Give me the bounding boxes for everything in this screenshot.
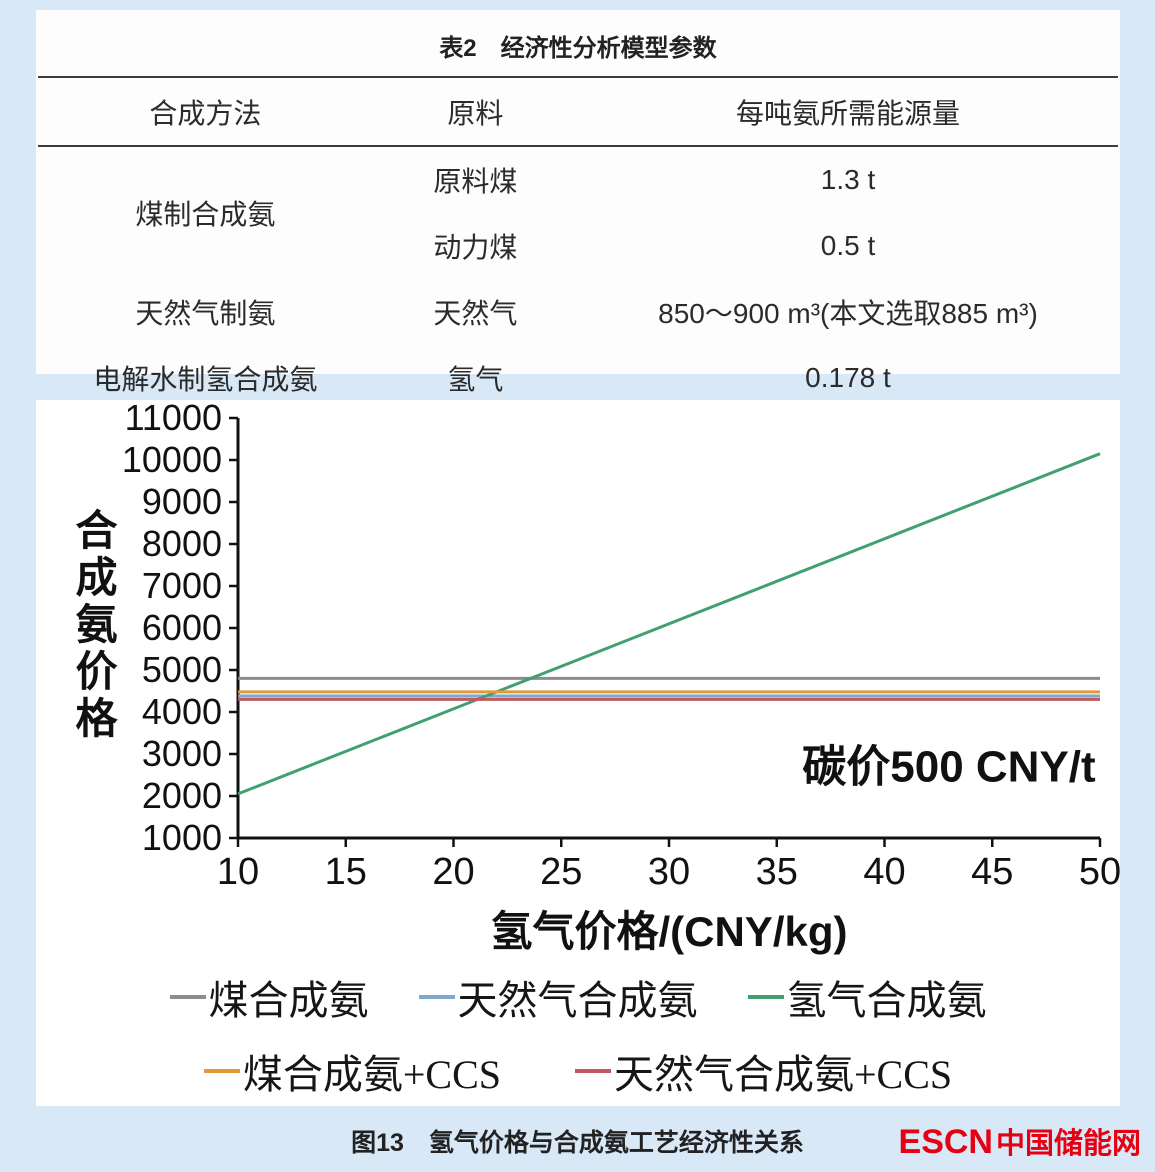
cell-method-natural-gas: 天然气制氨 [135, 298, 276, 329]
legend-item: 煤合成氨 [169, 968, 369, 1026]
legend-label: 煤合成氨+CCS [242, 1052, 501, 1097]
cell-energy-raw-coal: 1.3 t [820, 164, 876, 195]
price-line-chart: 1000200030004000500060007000800090001000… [122, 400, 1120, 955]
y-tick-label: 5000 [142, 649, 222, 690]
cell-material-natural-gas: 天然气 [433, 298, 518, 329]
legend-item: 氢气合成氨 [747, 968, 987, 1026]
table-title: 表2 经济性分析模型参数 [38, 10, 1118, 78]
figure-caption: 图13 氢气价格与合成氨工艺经济性关系 [351, 1129, 804, 1157]
y-tick-label: 3000 [142, 733, 222, 774]
escn-logo: ESCN 中国储能网 [899, 1120, 1141, 1162]
y-tick-label: 6000 [142, 607, 222, 648]
x-tick-label: 35 [756, 851, 798, 893]
caption-bar: 图13 氢气价格与合成氨工艺经济性关系 ESCN 中国储能网 [0, 1110, 1155, 1172]
logo-brand-text: ESCN [898, 1123, 993, 1161]
legend-label: 天然气合成氨+CCS [614, 1052, 953, 1097]
carbon-price-annotation: 碳价500 CNY/t [802, 742, 1096, 791]
table-header-row: 合成方法 原料 每吨氨所需能源量 [38, 78, 1118, 147]
x-tick-label: 10 [217, 851, 259, 893]
y-tick-label: 1000 [142, 817, 222, 858]
y-tick-label: 9000 [142, 481, 222, 522]
y-tick-label: 11000 [125, 400, 222, 438]
y-tick-label: 2000 [142, 775, 222, 816]
table-row: 动力煤 0.5 t [38, 213, 1118, 279]
legend-label: 煤合成氨 [208, 978, 369, 1023]
legend-item: 煤合成氨+CCS [203, 1042, 501, 1100]
y-axis-title: 合成氨价格 [69, 508, 115, 743]
cell-material-raw-coal: 原料煤 [433, 166, 518, 197]
header-raw-material: 原料 [372, 78, 578, 147]
y-tick-label: 10000 [122, 439, 222, 480]
cell-energy-thermal-coal: 0.5 t [820, 230, 876, 261]
table-row: 天然气制氨 天然气 850～900 m³(本文选取885 m³) [38, 279, 1118, 345]
price-chart-card: 合成氨价格 1000 2000 3000 4000 5000 6000 7000 8000 90… [36, 400, 1120, 1106]
parameters-table: 合成方法 原料 每吨氨所需能源量 煤制合成氨 原料煤 1.3 t 动力煤 0.5… [38, 78, 1118, 416]
legend-swatch [169, 995, 206, 999]
table-row: 煤制合成氨 原料煤 1.3 t [38, 146, 1118, 230]
legend-swatch [203, 1069, 240, 1073]
y-tick-label: 8000 [142, 523, 222, 564]
legend-label: 氢气合成氨 [786, 978, 987, 1023]
x-tick-label: 40 [863, 851, 905, 893]
x-tick-label: 20 [432, 851, 474, 893]
legend-item: 天然气合成氨 [418, 968, 698, 1026]
logo-site-text: 中国储能网 [995, 1128, 1141, 1160]
x-axis-title: 氢气价格/(CNY/kg) [490, 908, 847, 955]
legend-label: 天然气合成氨 [457, 978, 698, 1023]
y-tick-label: 7000 [142, 565, 222, 606]
legend-swatch [418, 995, 455, 999]
chart-legend-row-1: 煤合成氨 天然气合成氨 氢气合成氨 [36, 968, 1120, 1026]
chart-legend-row-2: 煤合成氨+CCS 天然气合成氨+CCS [36, 1042, 1120, 1100]
x-tick-label: 50 [1079, 851, 1120, 893]
header-synthesis-method: 合成方法 [38, 78, 373, 147]
x-tick-label: 30 [648, 851, 690, 893]
legend-item: 天然气合成氨+CCS [575, 1042, 952, 1100]
legend-swatch [575, 1069, 611, 1073]
header-energy-per-ton: 每吨氨所需能源量 [577, 78, 1118, 147]
cell-method-coal: 煤制合成氨 [135, 199, 276, 230]
cell-material-thermal-coal: 动力煤 [433, 232, 518, 263]
series-line-2 [237, 452, 1101, 796]
legend-swatch [747, 995, 784, 999]
cell-energy-natural-gas: 850～900 m³(本文选取885 m³) [658, 298, 1038, 329]
x-tick-label: 15 [325, 851, 367, 893]
y-tick-label: 4000 [142, 691, 222, 732]
x-tick-label: 25 [540, 851, 582, 893]
parameters-table-card: 表2 经济性分析模型参数 合成方法 原料 每吨氨所需能源量 煤制合成氨 原料煤 … [36, 10, 1120, 416]
x-tick-label: 45 [971, 851, 1013, 893]
